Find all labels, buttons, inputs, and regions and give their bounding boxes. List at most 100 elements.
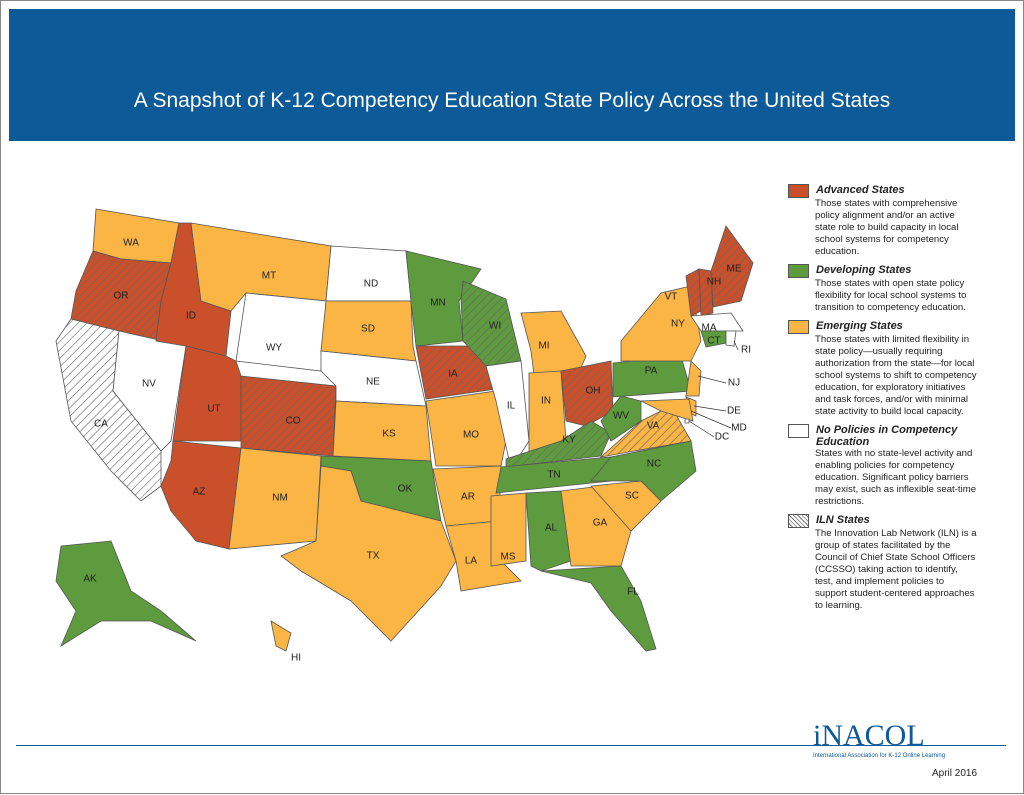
state [325, 245, 412, 302]
legend-header: Developing States [788, 264, 978, 278]
leader-line [697, 375, 727, 384]
legend-item: Emerging States Those states with limited… [788, 320, 978, 418]
iln-hatch [601, 406, 691, 457]
state-label: UT [207, 404, 220, 415]
state-label: MN [430, 298, 446, 309]
state-label: IL [507, 401, 516, 412]
state [725, 330, 737, 347]
state [685, 360, 702, 397]
state [684, 418, 690, 424]
state-label: KS [382, 429, 396, 440]
state-label: ND [364, 279, 378, 290]
leader-line [693, 405, 727, 412]
legend-item: No Policies in Competency Education State… [788, 424, 978, 508]
legend-text: Those states with limited flexibility in… [815, 334, 977, 417]
state-label: NH [707, 277, 721, 288]
state-label: NV [142, 379, 156, 390]
state-label: MA [702, 323, 717, 334]
legend-title: Developing States [816, 264, 912, 276]
iln-hatch [711, 226, 753, 307]
date: April 2016 [932, 768, 978, 779]
state-label: MS [501, 552, 516, 563]
title: A Snapshot of K-12 Competency Education … [133, 89, 891, 112]
iln-hatch [506, 421, 611, 467]
state-label: AR [461, 492, 475, 503]
legend-header: Advanced States [788, 184, 978, 198]
leader-line [733, 340, 739, 351]
state-label: LA [465, 556, 478, 567]
state-label: WY [266, 343, 282, 354]
state-label: NE [366, 377, 380, 388]
state-label: TX [367, 551, 380, 562]
state-label: IA [448, 369, 458, 380]
state-label: AL [545, 523, 558, 534]
state-label: VT [665, 292, 678, 303]
state-label: NJ [728, 378, 740, 389]
legend-header: No Policies in Competency Education [788, 424, 978, 448]
iln-hatch [56, 319, 161, 501]
logo: iNACOL [813, 719, 925, 752]
state [235, 292, 327, 372]
state-label: CO [286, 416, 301, 427]
state [270, 620, 292, 652]
iln-hatch [241, 376, 336, 456]
state-label: WA [123, 238, 139, 249]
state [640, 398, 694, 422]
state-label: CA [94, 419, 108, 430]
leader-line [690, 410, 732, 429]
legend-swatch [788, 514, 809, 528]
iln-hatch [699, 269, 713, 316]
legend-item: Developing States Those states with open … [788, 264, 978, 314]
iln-hatch [71, 251, 171, 341]
states [55, 208, 754, 652]
labels: WA OR CA NV ID MT WY UT CO AZ NM ND SD NE KS OK TX MN IA MO… [83, 238, 751, 664]
state-label: IN [541, 396, 551, 407]
state [600, 395, 642, 442]
state [425, 390, 507, 467]
iln-hatch [561, 361, 613, 426]
state [590, 440, 697, 502]
legend-text: Those states with comprehensive policy a… [815, 198, 959, 257]
legend-title: Advanced States [816, 184, 905, 196]
rule [16, 745, 1006, 746]
iln-hatch [461, 281, 521, 366]
state-label: WV [613, 411, 629, 422]
state-label: DC [715, 432, 729, 443]
state-label: OH [586, 386, 601, 397]
state-label: PA [645, 366, 658, 377]
state-label: KY [562, 435, 576, 446]
legend-header: ILN States [788, 514, 978, 528]
header-band [9, 9, 1015, 141]
state-label: NY [671, 319, 685, 330]
legend-text: The Innovation Lab Network (ILN) is a gr… [815, 528, 977, 611]
state [540, 565, 657, 652]
state-label: MO [463, 430, 479, 441]
state-label: RI [741, 345, 751, 356]
state [55, 540, 197, 648]
legend-title: Emerging States [816, 320, 903, 332]
state-label: FL [627, 587, 639, 598]
state-label: MD [731, 423, 747, 434]
state-label: SC [625, 491, 639, 502]
legend-item: Advanced States Those states with compreh… [788, 184, 978, 258]
legend-swatch [788, 424, 809, 438]
legend-header: Emerging States [788, 320, 978, 334]
legend-text: Those states with open state policy flex… [815, 278, 967, 313]
state-label: OR [114, 291, 129, 302]
state-label: MT [262, 271, 276, 282]
leader-line [688, 420, 715, 438]
state [490, 492, 527, 567]
logo-tagline: International Association for K-12 Onlin… [813, 753, 946, 759]
state [320, 300, 417, 362]
state [620, 285, 702, 362]
state-label: SD [361, 324, 375, 335]
state-label: TN [547, 470, 560, 481]
legend-swatch [788, 184, 809, 198]
state-label: CT [707, 336, 720, 347]
state-label: NC [647, 459, 661, 470]
state-label: GA [593, 518, 608, 529]
state-label: HI [291, 653, 301, 664]
state-label: OK [398, 484, 413, 495]
state [528, 370, 567, 454]
